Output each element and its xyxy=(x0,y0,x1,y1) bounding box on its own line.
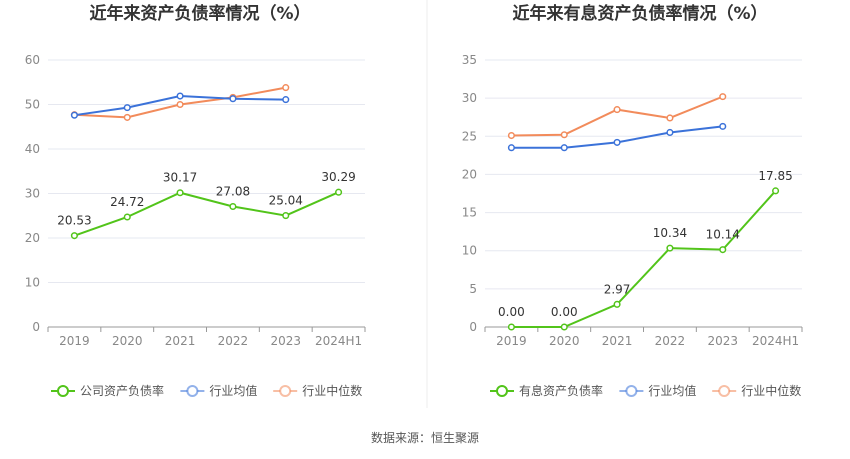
y-tick-label: 40 xyxy=(25,142,40,156)
x-tick-label: 2024H1 xyxy=(315,334,362,348)
x-tick-label: 2021 xyxy=(165,334,196,348)
x-tick-label: 2022 xyxy=(655,334,686,348)
legend-label: 行业中位数 xyxy=(741,383,801,398)
source-text: 数据来源：恒生聚源 xyxy=(371,430,479,445)
y-tick-label: 10 xyxy=(25,276,40,290)
data-point xyxy=(666,114,674,122)
x-tick-label: 2024H1 xyxy=(752,334,799,348)
legend-marker xyxy=(718,385,731,397)
legend-marker xyxy=(625,385,638,397)
legend-marker xyxy=(57,385,69,397)
legend-item: 行业均值 xyxy=(180,383,257,398)
x-tick-label: 2019 xyxy=(59,334,90,348)
data-point xyxy=(282,84,290,92)
data-point xyxy=(666,244,674,252)
data-label: 30.29 xyxy=(321,170,355,184)
data-point xyxy=(666,128,674,137)
data-point xyxy=(229,202,237,211)
x-tick-label: 2023 xyxy=(270,334,301,348)
data-point xyxy=(507,144,515,152)
data-label: 25.04 xyxy=(269,194,303,208)
y-tick-label: 30 xyxy=(462,91,477,105)
legend-item: 有息资产负债率 xyxy=(490,383,603,398)
y-tick-label: 60 xyxy=(25,53,40,67)
data-point xyxy=(613,106,621,114)
data-label: 27.08 xyxy=(216,184,250,198)
data-point xyxy=(507,131,515,140)
y-tick-label: 0 xyxy=(32,320,40,334)
data-label: 0.00 xyxy=(498,305,525,319)
data-label: 30.17 xyxy=(163,171,197,185)
data-point xyxy=(560,131,568,139)
data-point xyxy=(176,92,184,100)
series-line xyxy=(74,191,339,237)
data-point xyxy=(70,111,78,119)
chart-title: 近年来资产负债率情况（%） xyxy=(89,3,310,24)
data-point xyxy=(719,122,727,130)
data-point xyxy=(282,96,290,104)
data-point xyxy=(123,213,131,221)
legend-label: 行业均值 xyxy=(209,383,257,398)
x-tick-label: 2021 xyxy=(602,334,633,348)
data-point xyxy=(176,100,184,109)
chart-title: 近年来有息资产负债率情况（%） xyxy=(512,3,767,24)
y-tick-label: 35 xyxy=(462,53,477,67)
legend-marker xyxy=(186,385,199,397)
series-line xyxy=(511,190,777,328)
legend-label: 行业中位数 xyxy=(302,383,362,398)
x-tick-label: 2023 xyxy=(707,334,738,348)
legend-item: 行业中位数 xyxy=(273,383,362,398)
data-point xyxy=(176,189,184,197)
data-point xyxy=(229,95,237,103)
data-point xyxy=(70,232,78,240)
legend-label: 公司资产负债率 xyxy=(80,383,164,398)
x-tick-label: 2019 xyxy=(496,334,527,348)
legend-item: 行业中位数 xyxy=(712,383,801,398)
data-label: 24.72 xyxy=(110,195,144,209)
y-tick-label: 25 xyxy=(462,129,477,143)
data-label: 17.85 xyxy=(758,169,792,183)
legend-item: 行业均值 xyxy=(619,383,696,398)
legend-marker xyxy=(496,385,508,397)
data-point xyxy=(507,323,515,331)
x-tick-label: 2020 xyxy=(112,334,143,348)
data-point xyxy=(560,323,568,331)
y-tick-label: 5 xyxy=(469,282,477,296)
data-point xyxy=(282,212,290,220)
y-tick-label: 20 xyxy=(462,167,477,181)
data-point xyxy=(772,187,780,195)
data-point xyxy=(719,93,727,101)
legend-marker xyxy=(279,385,292,397)
data-point xyxy=(123,113,131,121)
y-tick-label: 20 xyxy=(25,231,40,245)
data-point xyxy=(123,104,131,112)
chart-panel-debt-ratio: 近年来资产负债率情况（%） 0 10 20 30 40 50 60 2019 2020 2021 20… xyxy=(25,3,366,398)
data-point xyxy=(613,138,621,146)
y-tick-label: 15 xyxy=(462,206,477,220)
x-tick-label: 2020 xyxy=(549,334,580,348)
data-label: 20.53 xyxy=(57,214,91,228)
legend-item: 公司资产负债率 xyxy=(51,383,164,398)
data-point xyxy=(613,300,621,308)
y-tick-label: 50 xyxy=(25,98,40,112)
data-point xyxy=(719,246,727,254)
y-tick-label: 30 xyxy=(25,187,40,201)
legend-label: 行业均值 xyxy=(648,383,696,398)
chart-panel-interest-debt-ratio: 近年来有息资产负债率情况（%） 0 5 10 15 20 25 30 35 2019 2020 202… xyxy=(462,3,803,398)
data-point xyxy=(560,144,568,152)
y-tick-label: 0 xyxy=(469,320,477,334)
data-label: 10.34 xyxy=(653,226,687,240)
data-label: 10.14 xyxy=(706,228,740,242)
y-tick-label: 10 xyxy=(462,244,477,258)
data-label: 0.00 xyxy=(551,305,578,319)
legend-label: 有息资产负债率 xyxy=(519,383,603,398)
data-label: 2.97 xyxy=(604,282,631,296)
x-tick-label: 2022 xyxy=(218,334,249,348)
data-point xyxy=(335,188,343,196)
